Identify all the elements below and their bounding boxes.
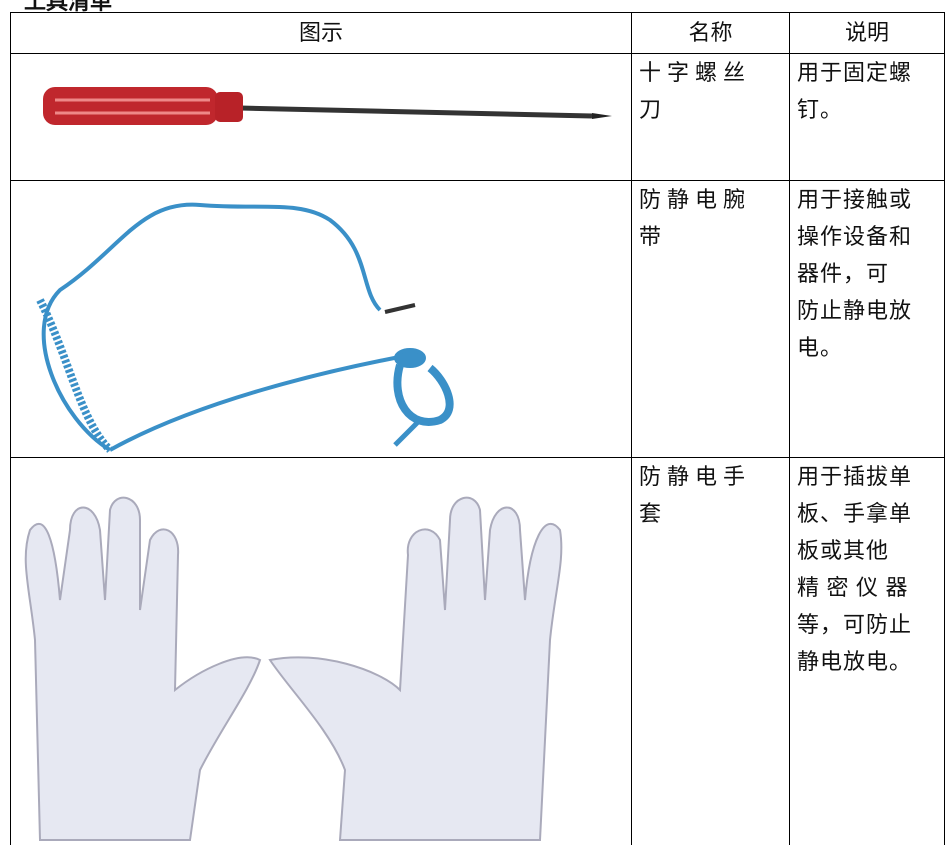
section-title: 工具清单: [24, 0, 113, 14]
header-cell: 说明: [789, 12, 945, 53]
description-cell: 用于固定螺 钉。: [789, 53, 945, 180]
name-cell: 防静电手套: [631, 457, 789, 845]
description-line: 用于接触或: [797, 187, 913, 212]
header-cell: 图示: [10, 12, 631, 53]
header-cell: 名称: [631, 12, 789, 53]
description-line: 器件，可: [797, 261, 890, 286]
description-line: 板或其他: [797, 538, 890, 563]
description-line: 用于固定螺: [797, 60, 913, 85]
description-line: 用于插拔单: [797, 464, 913, 489]
name-cell: 防静电腕带: [631, 180, 789, 457]
name-line: 套: [639, 501, 668, 526]
description-line: 操作设备和: [797, 224, 913, 249]
name-line: 刀: [639, 97, 668, 122]
image-cell: [10, 180, 631, 457]
description-line: 静电放电。: [797, 649, 913, 674]
name-line: 防静电手: [639, 464, 752, 489]
description-line: 电。: [797, 335, 844, 360]
image-cell: [10, 457, 631, 845]
name-line: 十字螺丝: [639, 60, 752, 85]
description-line: 钉。: [797, 97, 844, 122]
description-line: 防止静电放: [797, 298, 913, 323]
description-cell: 用于接触或操作设备和器件，可防止静电放电。: [789, 180, 945, 457]
description-line: 精 密 仪 器: [797, 575, 909, 600]
name-line: 防静电腕: [639, 187, 752, 212]
image-cell: [10, 53, 631, 180]
description-cell: 用于插拔单板、手拿单板或其他精 密 仪 器等，可防止静电放电。: [789, 457, 945, 845]
name-line: 带: [639, 224, 668, 249]
description-line: 等，可防止: [797, 612, 913, 637]
name-cell: 十字螺丝刀: [631, 53, 789, 180]
description-line: 板、手拿单: [797, 501, 913, 526]
